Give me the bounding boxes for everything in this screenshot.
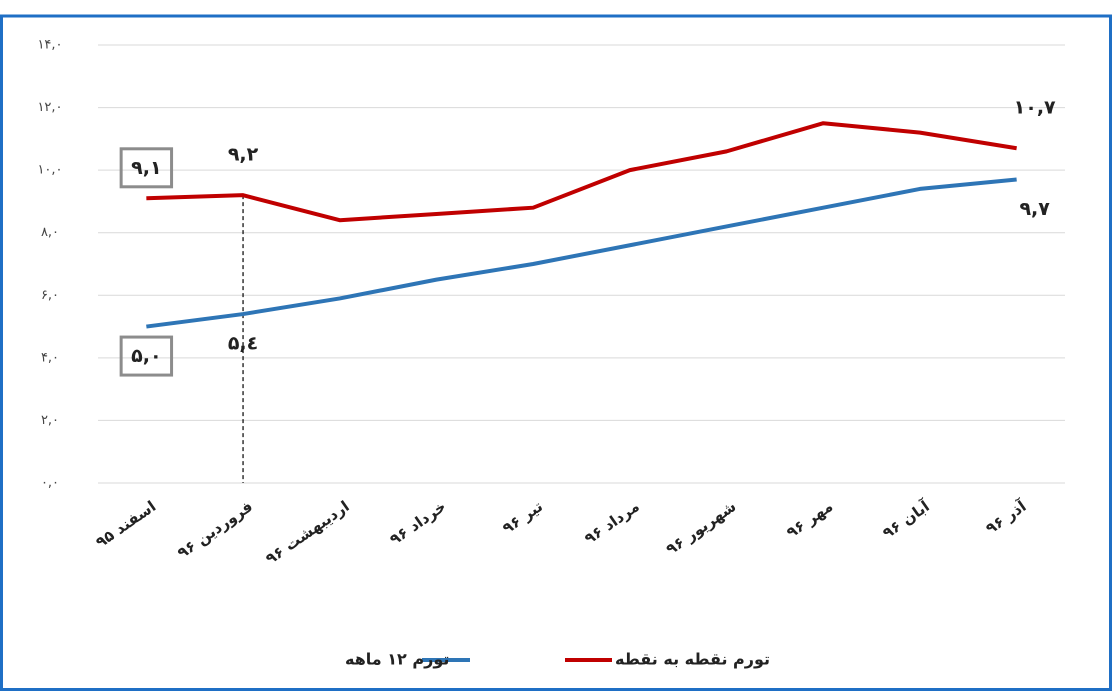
y-tick-label: ۱۴,۰ (37, 38, 62, 53)
y-tick-label: ۱۰,۰ (37, 163, 62, 178)
y-tick-label: ۲,۰ (41, 413, 59, 428)
legend-label: تورم ۱۲ ماهه (345, 650, 449, 669)
data-label: ۵,٤ (228, 333, 258, 355)
data-label: ۱۰,۷ (1014, 97, 1056, 119)
data-label: ۹,۲ (228, 144, 259, 166)
y-tick-label: ۶,۰ (41, 288, 59, 303)
data-label: ۵,۰ (131, 345, 161, 367)
top-strip (0, 0, 1112, 16)
data-label: ۹,۷ (1019, 198, 1050, 220)
label-box (119, 335, 174, 377)
y-tick-label: ۰,۰ (41, 476, 59, 491)
data-label: ۹,۱ (131, 157, 161, 179)
series-line (146, 177, 1017, 329)
chart-frame (0, 14, 1112, 691)
series-line (146, 121, 1017, 223)
label-box (119, 147, 174, 189)
y-tick-label: ۸,۰ (41, 225, 59, 240)
legend-label: تورم نقطه به نقطه (615, 650, 770, 669)
y-tick-label: ۴,۰ (41, 350, 59, 365)
y-tick-label: ۱۲,۰ (37, 100, 62, 115)
